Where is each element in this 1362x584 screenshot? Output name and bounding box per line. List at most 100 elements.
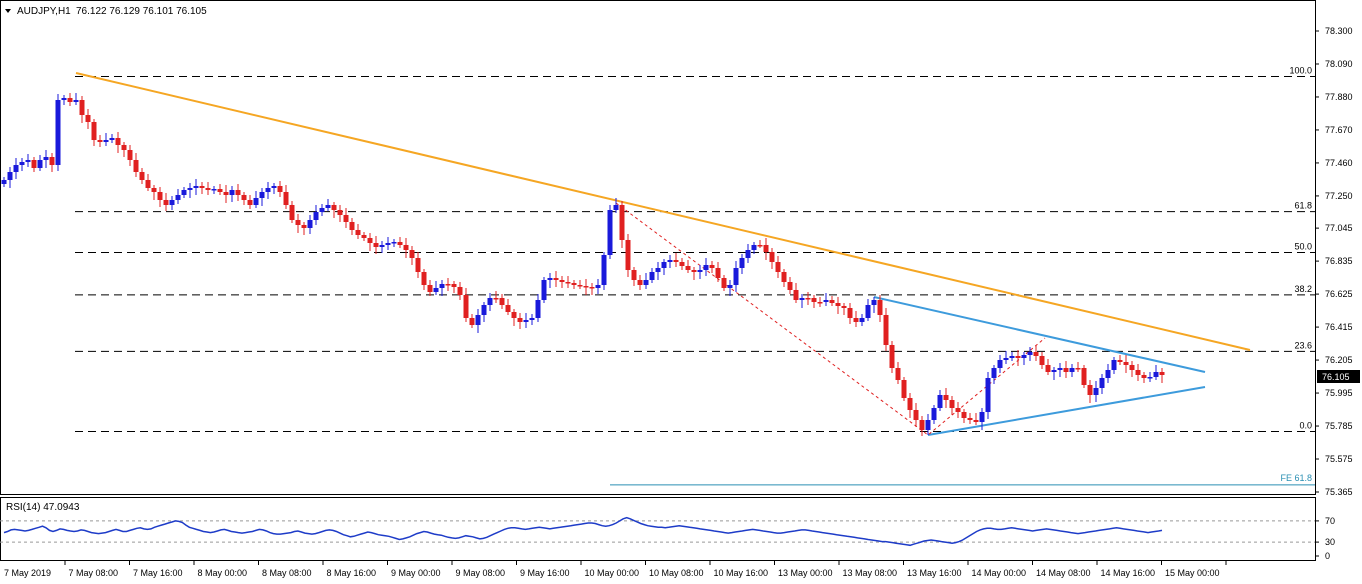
candle-body bbox=[283, 192, 289, 205]
candle-body bbox=[169, 200, 175, 205]
candle-body bbox=[337, 210, 343, 215]
triangle-upper-line bbox=[873, 296, 1206, 373]
candle-body bbox=[451, 284, 457, 287]
price-tick-label: 76.415 bbox=[1325, 322, 1353, 332]
price-tick-label: 77.460 bbox=[1325, 158, 1353, 168]
candle-body bbox=[319, 208, 325, 212]
candle-body bbox=[439, 284, 445, 288]
candle-body bbox=[535, 300, 541, 318]
candle-body bbox=[301, 225, 307, 228]
rsi-label: RSI(14) 47.0943 bbox=[6, 502, 80, 513]
candle-body bbox=[877, 300, 883, 315]
candle-body bbox=[637, 280, 643, 285]
candle-body bbox=[571, 283, 577, 285]
candle-body bbox=[1099, 378, 1105, 388]
candle-body bbox=[541, 280, 547, 300]
time-tick-label: 7 May 2019 bbox=[4, 568, 51, 578]
candle-body bbox=[835, 303, 841, 306]
candle-body bbox=[733, 268, 739, 285]
candle-body bbox=[871, 300, 877, 305]
time-tick-label: 13 May 08:00 bbox=[843, 568, 898, 578]
candle-body bbox=[397, 242, 403, 245]
current-price-tag bbox=[1317, 370, 1360, 383]
candle-body bbox=[1003, 358, 1009, 360]
time-tick-label: 14 May 08:00 bbox=[1036, 568, 1091, 578]
candle-body bbox=[529, 318, 535, 320]
price-tick-label: 77.250 bbox=[1325, 191, 1353, 201]
candle-body bbox=[865, 305, 871, 318]
candle-body bbox=[667, 260, 673, 262]
candle-body bbox=[805, 298, 811, 300]
candle-body bbox=[517, 318, 523, 322]
candle-body bbox=[1063, 368, 1069, 372]
candle-body bbox=[1153, 372, 1159, 377]
price-tick-label: 78.300 bbox=[1325, 26, 1353, 36]
candle-body bbox=[841, 306, 847, 308]
time-tick-label: 10 May 08:00 bbox=[649, 568, 704, 578]
fib-level-label: 50.0 bbox=[1294, 241, 1312, 251]
candle-body bbox=[271, 186, 277, 188]
candle-body bbox=[655, 268, 661, 272]
price-tick-label: 78.090 bbox=[1325, 59, 1353, 69]
price-tick-label: 77.670 bbox=[1325, 125, 1353, 135]
candle-body bbox=[751, 245, 757, 250]
candle-body bbox=[643, 280, 649, 285]
candle-body bbox=[1147, 377, 1153, 379]
candle-body bbox=[457, 287, 463, 295]
candle-body bbox=[373, 243, 379, 247]
candle-body bbox=[931, 408, 937, 420]
candle-body bbox=[889, 345, 895, 368]
candle-body bbox=[367, 238, 373, 243]
candle-body bbox=[49, 157, 55, 165]
time-tick-label: 14 May 16:00 bbox=[1101, 568, 1156, 578]
candle-body bbox=[745, 250, 751, 258]
candle-body bbox=[595, 285, 601, 288]
candle-body bbox=[415, 258, 421, 272]
candle-body bbox=[427, 285, 433, 292]
candle-body bbox=[97, 140, 103, 142]
candle-body bbox=[937, 395, 943, 408]
candle-body bbox=[553, 278, 559, 280]
candle-body bbox=[697, 270, 703, 272]
price-tick-label: 75.575 bbox=[1325, 454, 1353, 464]
rsi-tick-label: 0 bbox=[1325, 551, 1330, 561]
candle-body bbox=[13, 165, 19, 172]
candle-body bbox=[409, 250, 415, 258]
candle-body bbox=[307, 220, 313, 228]
candle-body bbox=[1081, 368, 1087, 385]
trendlines bbox=[75, 72, 1251, 436]
candle-body bbox=[1129, 365, 1135, 370]
candle-body bbox=[385, 243, 391, 245]
candle-body bbox=[361, 235, 367, 238]
candle-body bbox=[187, 188, 193, 190]
candle-body bbox=[631, 270, 637, 280]
candle-body bbox=[295, 220, 301, 225]
candle-body bbox=[679, 262, 685, 266]
candle-body bbox=[37, 160, 43, 168]
fib-level-label: 61.8 bbox=[1294, 201, 1312, 211]
candle-body bbox=[1075, 368, 1081, 370]
candle-body bbox=[685, 266, 691, 270]
candle-body bbox=[727, 285, 733, 288]
candle-body bbox=[79, 100, 85, 115]
candle-body bbox=[1069, 368, 1075, 372]
candle-body bbox=[313, 212, 319, 220]
candle-body bbox=[601, 255, 607, 285]
collapse-triangle-icon[interactable] bbox=[5, 9, 11, 13]
fe-level-label: FE 61.8 bbox=[1280, 473, 1312, 483]
candle-body bbox=[1141, 375, 1147, 378]
time-tick-label: 8 May 00:00 bbox=[198, 568, 248, 578]
candle-body bbox=[511, 312, 517, 318]
candles bbox=[1, 93, 1165, 436]
candle-body bbox=[793, 290, 799, 300]
candle-body bbox=[181, 190, 187, 195]
candle-body bbox=[859, 318, 865, 322]
candle-body bbox=[1123, 362, 1129, 365]
candle-body bbox=[523, 320, 529, 322]
price-tick-label: 76.625 bbox=[1325, 289, 1353, 299]
candle-body bbox=[589, 287, 595, 289]
candle-body bbox=[157, 192, 163, 200]
candle-body bbox=[607, 210, 613, 255]
fib-level-label: 23.6 bbox=[1294, 340, 1312, 350]
